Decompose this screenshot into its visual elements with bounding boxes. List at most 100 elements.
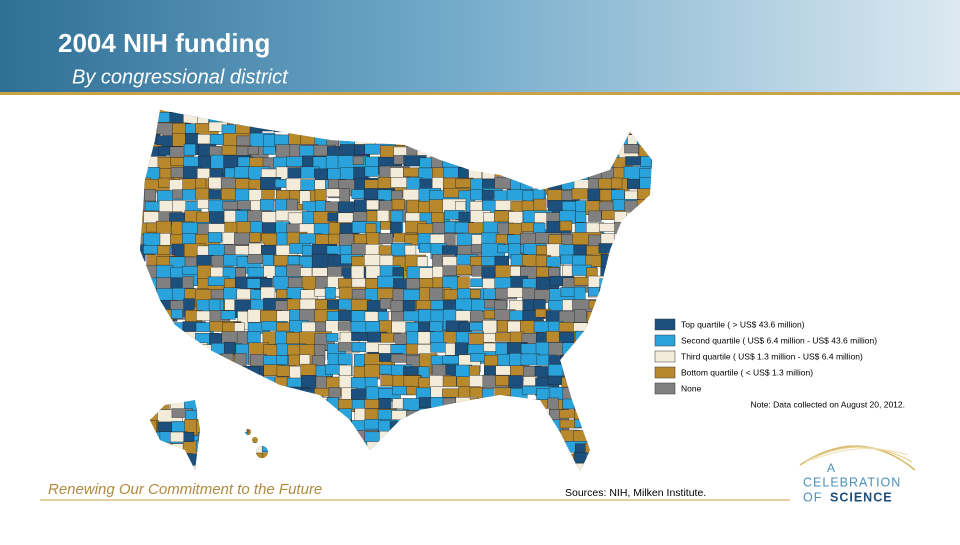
district (367, 124, 387, 137)
district (404, 476, 429, 498)
district (468, 167, 482, 180)
district (548, 465, 571, 472)
district (586, 135, 613, 146)
district (561, 135, 586, 157)
district (470, 353, 487, 362)
district (140, 110, 152, 118)
district (366, 441, 399, 459)
district (598, 124, 624, 146)
district (651, 155, 652, 170)
district (652, 136, 681, 151)
district (171, 332, 189, 354)
district (470, 289, 481, 299)
district (144, 375, 176, 386)
district (145, 110, 167, 111)
district (625, 320, 652, 332)
district (601, 377, 631, 397)
district (612, 276, 642, 288)
district (497, 123, 510, 140)
district (652, 475, 668, 487)
district (624, 243, 651, 257)
district (651, 419, 652, 438)
district (546, 111, 578, 121)
district (234, 398, 261, 416)
district (327, 462, 344, 472)
district (142, 321, 160, 337)
district (534, 110, 559, 118)
district (535, 124, 561, 136)
district (507, 408, 538, 426)
district (588, 286, 600, 297)
district (627, 431, 638, 449)
district (625, 156, 643, 166)
district (588, 145, 605, 163)
district (339, 101, 361, 109)
district (572, 377, 605, 400)
district (458, 154, 484, 165)
district (140, 431, 158, 453)
legend: Top quartile ( > US$ 43.6 million) Second… (654, 318, 877, 395)
district (456, 463, 487, 472)
district (650, 189, 652, 206)
district (172, 363, 191, 381)
district (495, 375, 510, 386)
district (627, 300, 642, 310)
district (627, 343, 649, 354)
district (431, 443, 443, 462)
district (341, 122, 365, 142)
district (510, 475, 520, 485)
district (650, 211, 652, 228)
district (444, 111, 466, 126)
district (496, 452, 517, 468)
district (536, 454, 561, 467)
district (611, 311, 626, 327)
district (157, 321, 173, 334)
district (572, 354, 590, 364)
district (416, 134, 429, 154)
district (262, 452, 288, 472)
district (520, 123, 537, 139)
district (480, 156, 492, 169)
district (365, 111, 397, 126)
district (443, 443, 461, 461)
district (624, 144, 639, 154)
district (182, 375, 208, 394)
district (654, 399, 666, 421)
district (274, 465, 294, 472)
district (195, 440, 218, 452)
district (196, 397, 210, 411)
district (262, 463, 290, 472)
district (186, 100, 200, 109)
district (455, 134, 472, 157)
district (376, 134, 391, 143)
district (338, 432, 357, 447)
district (430, 430, 452, 450)
district (482, 418, 513, 430)
district (614, 124, 628, 135)
district (610, 420, 635, 440)
district (342, 475, 364, 486)
district (651, 123, 652, 141)
district (640, 156, 652, 169)
district (194, 354, 208, 370)
district (625, 278, 647, 292)
district (508, 464, 539, 472)
district (521, 135, 540, 147)
district (181, 342, 208, 362)
district (389, 421, 414, 441)
district (211, 443, 236, 460)
district (392, 442, 423, 460)
district (184, 366, 200, 388)
district (588, 344, 604, 357)
district (237, 431, 255, 441)
legend-swatch (654, 334, 676, 347)
district (624, 464, 636, 472)
district (170, 342, 186, 365)
district (545, 443, 559, 463)
header-band (0, 0, 960, 93)
district (140, 287, 146, 302)
district (429, 410, 454, 423)
district (520, 399, 540, 410)
district (143, 299, 155, 311)
district (432, 167, 445, 178)
